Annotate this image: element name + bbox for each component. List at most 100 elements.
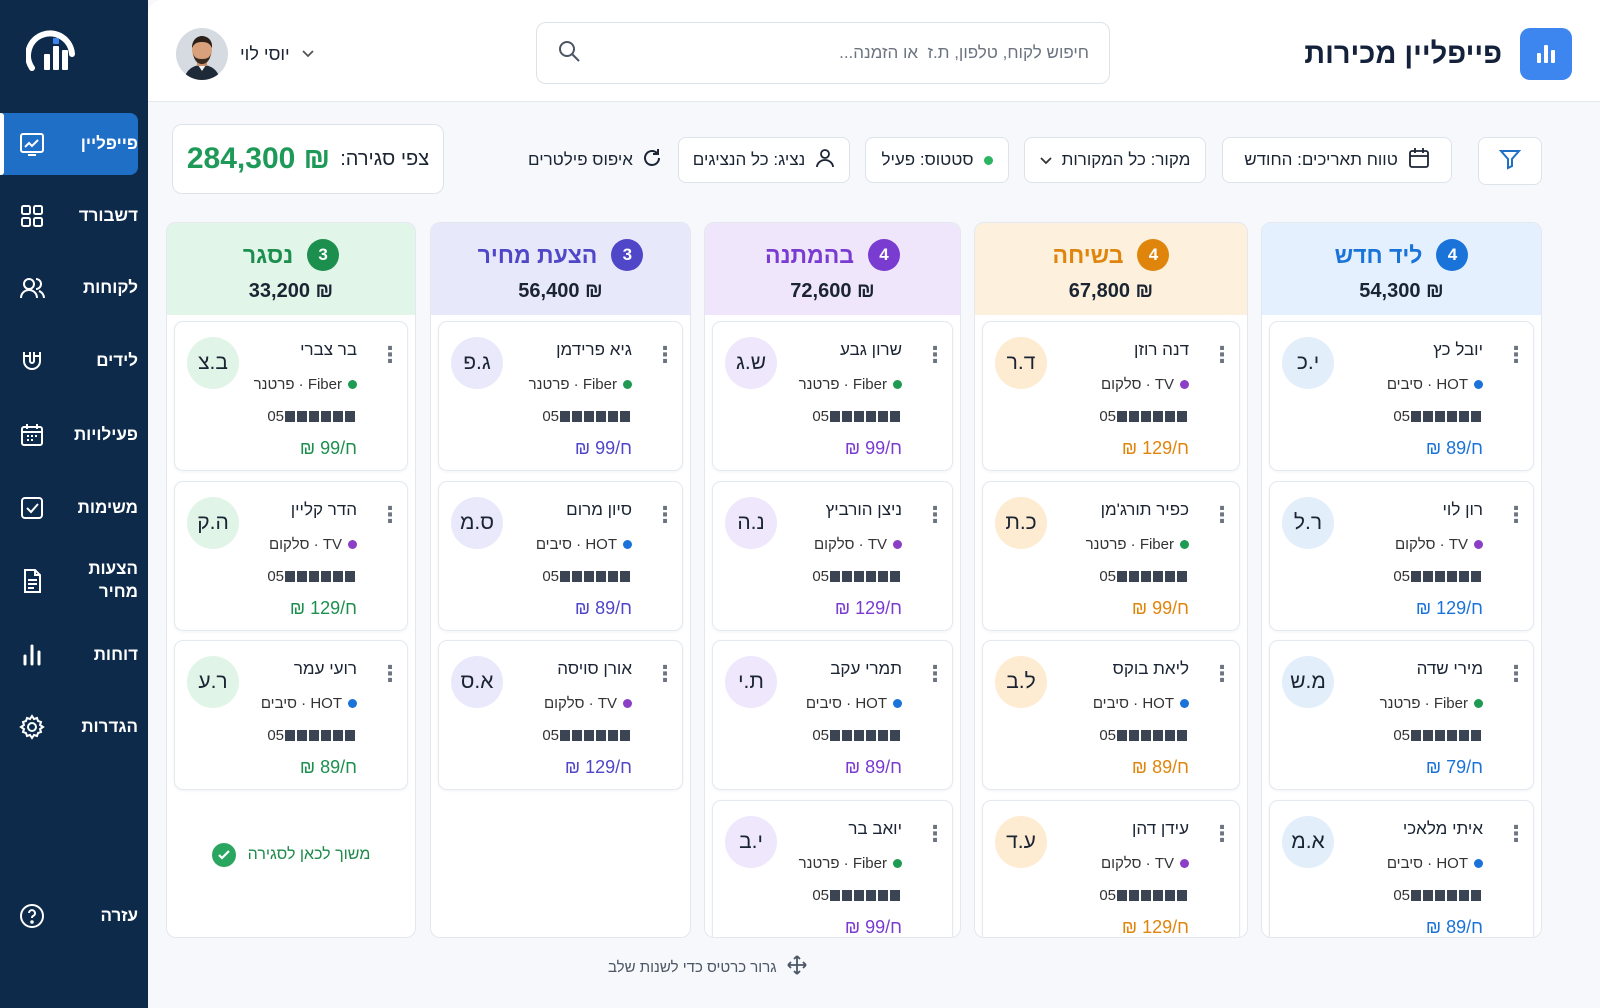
lead-phone: 05 [267,408,357,425]
lead-phone: 05 [1393,408,1483,425]
date-range-filter[interactable]: טווח תאריכים: החודש [1222,137,1452,183]
lead-card[interactable]: ⋮ רון לוי TV · סלקום 05 ₪ 129/ח ר.ל [1269,481,1534,631]
status-filter[interactable]: סטטוס: פעיל [865,137,1009,183]
lead-avatar: ס.מ [451,497,503,549]
reset-filters-button[interactable]: איפוס פילטרים [528,138,663,182]
nav-item-settings[interactable]: הגדרות [0,696,138,758]
source-dot-icon [1474,540,1483,549]
nav-item-quotes[interactable]: הצעות מחיר [0,550,138,612]
lead-card[interactable]: ⋮ סיון מרום HOT · סיבים 05 ₪ 89/ח ס.מ [438,481,683,631]
lead-source-label: TV · סלקום [813,536,887,553]
lead-avatar: ר.ל [1282,497,1334,549]
source-dot-icon [1180,380,1189,389]
lead-card[interactable]: ⋮ יואב בר Fiber · פרטנר 05 ₪ 99/ח י.ב [712,800,953,937]
more-options-icon[interactable]: ⋮ [379,502,401,527]
more-options-icon[interactable]: ⋮ [924,342,946,367]
more-options-icon[interactable]: ⋮ [379,342,401,367]
lead-phone: 05 [1099,887,1189,904]
nav-item-reports[interactable]: דוחות [0,624,138,686]
lead-phone-prefix: 05 [542,568,559,585]
nav-item-pipeline[interactable]: פייפליין [0,113,138,175]
lead-phone: 05 [542,568,632,585]
lead-card[interactable]: ⋮ הדר קליין TV · סלקום 05 ₪ 129/ח ה.ק [174,481,408,631]
filter-icon [1498,147,1522,176]
drag-hint-label: גרור כרטיס כדי לשנות שלב [608,958,777,976]
user-avatar[interactable] [176,28,228,80]
nav-label-help: עזרה [100,905,139,925]
nav-item-activities[interactable]: פעילויות [0,404,138,466]
nav-label-pipeline: פייפליין [80,133,138,153]
lead-card[interactable]: ⋮ שרון גבע Fiber · פרטנר 05 ₪ 99/ח ש.ג [712,321,953,471]
lead-name: בר צברי [300,340,357,359]
more-options-icon[interactable]: ⋮ [1505,342,1527,367]
help-icon [18,902,45,930]
more-options-icon[interactable]: ⋮ [1505,821,1527,846]
bar-chart-icon [1520,28,1572,80]
more-options-icon[interactable]: ⋮ [1211,502,1233,527]
more-options-icon[interactable]: ⋮ [654,502,676,527]
lead-source-label: Fiber · פרטנר [798,855,887,872]
lead-card[interactable]: ⋮ מירי שדה Fiber · פרטנר 05 ₪ 79/ח מ.ש [1269,640,1534,790]
lead-card[interactable]: ⋮ דנה רוזן TV · סלקום 05 ₪ 129/ח ד.ר [982,321,1240,471]
lead-avatar: ל.ב [995,656,1047,708]
more-options-icon[interactable]: ⋮ [1211,821,1233,846]
lead-card[interactable]: ⋮ כפיר תורג'מן Fiber · פרטנר 05 ₪ 99/ח כ.ת [982,481,1240,631]
lead-card[interactable]: ⋮ עידן דהן TV · סלקום 05 ₪ 129/ח ע.ד [982,800,1240,937]
lead-card[interactable]: ⋮ ליאת בוקס HOT · סיבים 05 ₪ 89/ח ל.ב [982,640,1240,790]
more-options-icon[interactable]: ⋮ [1505,502,1527,527]
lead-card[interactable]: ⋮ אורן סויסה TV · סלקום 05 ₪ 129/ח א.ס [438,640,683,790]
checkbox-icon [18,494,45,522]
lead-card[interactable]: ⋮ תמרי עקב HOT · סיבים 05 ₪ 89/ח ת.י [712,640,953,790]
more-options-icon[interactable]: ⋮ [1211,661,1233,686]
column-count-badge: 4 [1137,239,1170,271]
lead-source-label: HOT · סיבים [260,695,342,712]
lead-card[interactable]: ⋮ גיא פרידמן Fiber · פרטנר 05 ₪ 99/ח ג.פ [438,321,683,471]
more-options-icon[interactable]: ⋮ [1505,661,1527,686]
user-menu[interactable]: יוסי לוי [176,28,314,80]
lead-source-label: TV · סלקום [1100,855,1174,872]
more-options-icon[interactable]: ⋮ [924,821,946,846]
lead-avatar: ה.ק [187,497,239,549]
more-options-icon[interactable]: ⋮ [924,502,946,527]
lead-price: ₪ 89/ח [1425,917,1483,937]
lead-price: ₪ 99/ח [844,438,902,458]
nav-item-tasks[interactable]: משימות [0,477,138,539]
drop-zone-hint[interactable]: משוך לכאן לסגירה [167,843,415,867]
lead-source-label: Fiber · פרטנר [1085,536,1174,553]
source-filter[interactable]: מקור: כל המקורות [1024,137,1206,183]
forecast-summary: צפי סגירה: ₪ 284,300 [172,124,444,194]
lead-phone-prefix: 05 [812,568,829,585]
lead-phone: 05 [1099,408,1189,425]
lead-source-label: Fiber · פרטנר [1379,695,1468,712]
column-title: בהמתנה [765,241,854,268]
nav-item-dashboard[interactable]: דשבורד [0,185,138,247]
nav-item-help[interactable]: עזרה [0,885,138,947]
lead-phone-prefix: 05 [267,727,284,744]
lead-name: מירי שדה [1416,659,1483,678]
lead-card[interactable]: ⋮ רועי עמר HOT · סיבים 05 ₪ 89/ח ר.ע [174,640,408,790]
filter-button[interactable] [1478,137,1542,185]
more-options-icon[interactable]: ⋮ [654,342,676,367]
nav-item-customers[interactable]: לקוחות [0,257,138,319]
search-input[interactable] [581,43,1089,63]
pipeline-icon [18,130,45,158]
lead-card[interactable]: ⋮ ניצן הורביץ TV · סלקום 05 ₪ 129/ח נ.ה [712,481,953,631]
source-dot-icon [1474,699,1483,708]
more-options-icon[interactable]: ⋮ [924,661,946,686]
lead-card[interactable]: ⋮ בר צברי Fiber · פרטנר 05 ₪ 99/ח ב.צ [174,321,408,471]
source-dot-icon [348,540,357,549]
more-options-icon[interactable]: ⋮ [654,661,676,686]
column-title-row: 3 נסגר [167,239,415,271]
chevron-down-icon[interactable] [302,45,314,63]
phone-mask [830,890,902,901]
more-options-icon[interactable]: ⋮ [1211,342,1233,367]
lead-phone: 05 [542,727,632,744]
more-options-icon[interactable]: ⋮ [379,661,401,686]
search-icon[interactable] [557,39,581,68]
app-logo-icon[interactable] [25,24,78,76]
agent-filter[interactable]: נציג: כל הנציגים [678,137,850,183]
lead-card[interactable]: ⋮ יובל כץ HOT · סיבים 05 ₪ 89/ח י.כ [1269,321,1534,471]
lead-avatar: י.כ [1282,337,1334,389]
lead-card[interactable]: ⋮ איתי מלאכי HOT · סיבים 05 ₪ 89/ח א.מ [1269,800,1534,937]
nav-item-leads[interactable]: לידים [0,330,138,392]
